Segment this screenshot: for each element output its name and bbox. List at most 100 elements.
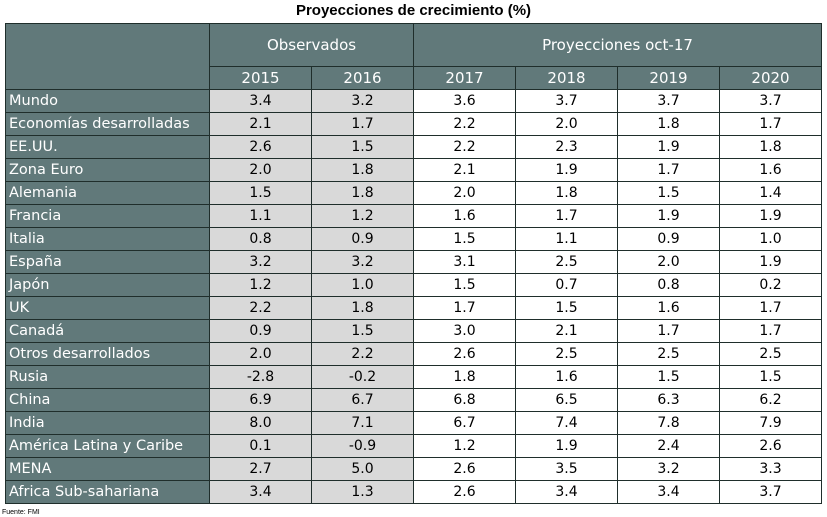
table-row: MENA 2.7 5.0 2.6 3.5 3.2 3.3	[5, 457, 822, 481]
header-corner	[5, 23, 210, 90]
observed-value-cell: 1.5	[311, 135, 414, 159]
group-header-observed: Observados	[209, 23, 414, 67]
row-label: Rusia	[5, 365, 210, 389]
projection-value-cell: 0.9	[617, 227, 720, 251]
row-label: EE.UU.	[5, 135, 210, 159]
observed-value-cell: 2.2	[311, 342, 414, 366]
year-header: 2015	[209, 66, 312, 90]
projection-value-cell: 1.6	[515, 365, 618, 389]
observed-value-cell: 3.2	[311, 89, 414, 113]
row-label: América Latina y Caribe	[5, 434, 210, 458]
table-row: India 8.0 7.1 6.7 7.4 7.8 7.9	[5, 411, 822, 435]
projection-value-cell: 1.9	[617, 204, 720, 228]
observed-value-cell: 2.6	[209, 135, 312, 159]
projection-value-cell: 1.7	[719, 296, 822, 320]
projection-value-cell: 1.9	[719, 204, 822, 228]
projection-value-cell: 2.0	[515, 112, 618, 136]
projection-value-cell: 2.4	[617, 434, 720, 458]
projection-value-cell: 1.6	[719, 158, 822, 182]
projection-value-cell: 3.3	[719, 457, 822, 481]
projection-value-cell: 1.7	[719, 319, 822, 343]
year-header: 2019	[617, 66, 720, 90]
row-label: India	[5, 411, 210, 435]
row-label: España	[5, 250, 210, 274]
projection-value-cell: 6.8	[413, 388, 516, 412]
observed-value-cell: 2.7	[209, 457, 312, 481]
projection-value-cell: 1.6	[617, 296, 720, 320]
observed-value-cell: 2.1	[209, 112, 312, 136]
projection-value-cell: 1.8	[413, 365, 516, 389]
projection-value-cell: 1.9	[515, 434, 618, 458]
observed-value-cell: 1.2	[311, 204, 414, 228]
row-label: China	[5, 388, 210, 412]
projection-value-cell: 7.8	[617, 411, 720, 435]
projection-value-cell: 1.5	[617, 365, 720, 389]
projection-value-cell: 1.7	[413, 296, 516, 320]
projection-value-cell: 1.9	[515, 158, 618, 182]
row-label: Zona Euro	[5, 158, 210, 182]
row-label: Francia	[5, 204, 210, 228]
projection-value-cell: 1.0	[719, 227, 822, 251]
row-label: Alemania	[5, 181, 210, 205]
table-row: UK 2.2 1.8 1.7 1.5 1.6 1.7	[5, 296, 822, 320]
projection-value-cell: 2.0	[413, 181, 516, 205]
projection-value-cell: 3.2	[617, 457, 720, 481]
projection-value-cell: 3.4	[515, 480, 618, 504]
observed-value-cell: 2.0	[209, 158, 312, 182]
table-row: España 3.2 3.2 3.1 2.5 2.0 1.9	[5, 250, 822, 274]
observed-value-cell: 8.0	[209, 411, 312, 435]
observed-value-cell: 1.2	[209, 273, 312, 297]
projection-value-cell: 1.8	[617, 112, 720, 136]
projection-value-cell: 7.9	[719, 411, 822, 435]
table-row: Alemania 1.5 1.8 2.0 1.8 1.5 1.4	[5, 181, 822, 205]
table-row: Canadá 0.9 1.5 3.0 2.1 1.7 1.7	[5, 319, 822, 343]
projection-value-cell: 2.5	[719, 342, 822, 366]
observed-value-cell: 1.5	[209, 181, 312, 205]
projection-value-cell: 3.4	[617, 480, 720, 504]
projection-value-cell: 3.0	[413, 319, 516, 343]
source-note: Fuente: FMI	[2, 509, 40, 516]
projection-value-cell: 1.7	[617, 158, 720, 182]
projection-value-cell: 6.5	[515, 388, 618, 412]
observed-value-cell: 6.9	[209, 388, 312, 412]
projection-value-cell: 3.5	[515, 457, 618, 481]
projection-value-cell: 2.5	[617, 342, 720, 366]
projection-value-cell: 7.4	[515, 411, 618, 435]
projection-value-cell: 0.8	[617, 273, 720, 297]
year-header: 2017	[413, 66, 516, 90]
projection-value-cell: 1.9	[719, 250, 822, 274]
observed-value-cell: 3.4	[209, 89, 312, 113]
year-header: 2020	[719, 66, 822, 90]
row-label: Africa Sub-sahariana	[5, 480, 210, 504]
projection-value-cell: 6.7	[413, 411, 516, 435]
observed-value-cell: 0.1	[209, 434, 312, 458]
observed-value-cell: 3.4	[209, 480, 312, 504]
projection-value-cell: 1.8	[719, 135, 822, 159]
row-label: Otros desarrollados	[5, 342, 210, 366]
row-label: Japón	[5, 273, 210, 297]
projection-value-cell: 3.1	[413, 250, 516, 274]
projection-value-cell: 6.3	[617, 388, 720, 412]
growth-table-container: Observados Proyecciones oct-17 2015 2016…	[5, 23, 822, 504]
group-header-row: Observados Proyecciones oct-17	[5, 23, 822, 90]
row-label: Economías desarrolladas	[5, 112, 210, 136]
projection-value-cell: 1.7	[617, 319, 720, 343]
observed-value-cell: 2.2	[209, 296, 312, 320]
projection-value-cell: 1.7	[719, 112, 822, 136]
table-row: Rusia -2.8 -0.2 1.8 1.6 1.5 1.5	[5, 365, 822, 389]
year-header: 2018	[515, 66, 618, 90]
row-label: UK	[5, 296, 210, 320]
table-row: Mundo 3.4 3.2 3.6 3.7 3.7 3.7	[5, 89, 822, 113]
table-row: Japón 1.2 1.0 1.5 0.7 0.8 0.2	[5, 273, 822, 297]
observed-value-cell: 7.1	[311, 411, 414, 435]
projection-value-cell: 1.5	[515, 296, 618, 320]
projection-value-cell: 2.3	[515, 135, 618, 159]
table-row: Africa Sub-sahariana 3.4 1.3 2.6 3.4 3.4 3.7	[5, 480, 822, 504]
projection-value-cell: 0.7	[515, 273, 618, 297]
year-header: 2016	[311, 66, 414, 90]
observed-value-cell: 1.8	[311, 181, 414, 205]
projection-value-cell: 2.6	[719, 434, 822, 458]
projection-value-cell: 1.2	[413, 434, 516, 458]
projection-value-cell: 1.1	[515, 227, 618, 251]
observed-value-cell: 1.0	[311, 273, 414, 297]
